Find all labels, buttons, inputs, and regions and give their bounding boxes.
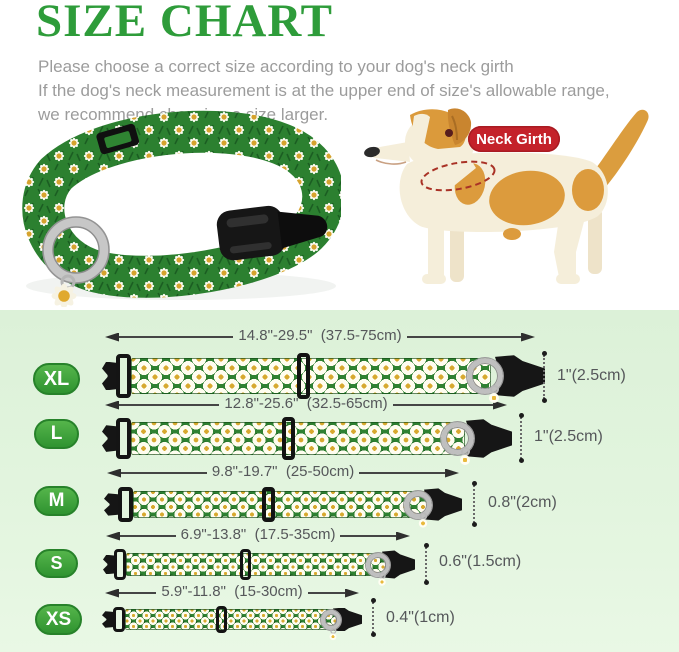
buckle-prongs xyxy=(104,493,118,516)
buckle-frame xyxy=(116,353,131,399)
arrow-left-icon xyxy=(105,332,119,342)
length-label-xs: 5.9"-11.8" (15-30cm) xyxy=(161,583,303,600)
length-label-xl: 14.8"-29.5" (37.5-75cm) xyxy=(238,327,402,344)
d-ring xyxy=(404,490,432,519)
buckle-prongs xyxy=(103,554,114,575)
length-dimension-s: 6.9"-13.8" (17.5-35cm) xyxy=(106,526,411,543)
daisy-charm xyxy=(378,572,386,587)
size-badge-m: M xyxy=(34,486,79,516)
width-dimension-xl xyxy=(542,351,547,403)
neck-girth-badge: Neck Girth xyxy=(468,126,560,152)
buckle-prongs xyxy=(102,611,113,628)
buckle-frame xyxy=(118,487,133,522)
arrow-right-icon xyxy=(521,332,536,342)
arrow-right-icon xyxy=(345,588,360,598)
collar-graphic-m xyxy=(104,486,462,528)
arrow-left-icon xyxy=(107,468,121,478)
arrow-left-icon xyxy=(105,400,119,410)
collar-strap xyxy=(125,609,345,630)
arrow-right-icon xyxy=(493,400,508,410)
charm-ring-icon xyxy=(419,512,427,521)
collar-strap xyxy=(131,358,491,394)
width-label-xl: 1"(2.5cm) xyxy=(557,367,626,384)
daisy-charm xyxy=(418,512,428,528)
buckle-frame xyxy=(114,549,126,580)
arrow-left-icon xyxy=(105,588,119,598)
buckle-frame xyxy=(116,417,131,460)
photo-d-ring xyxy=(43,217,109,283)
charm-ring-icon xyxy=(329,627,337,634)
tri-glide-slider xyxy=(261,486,275,523)
buckle-prongs xyxy=(102,425,116,452)
daisy-icon xyxy=(329,632,337,640)
photo-slider xyxy=(96,123,140,155)
length-label-s: 6.9"-13.8" (17.5-35cm) xyxy=(180,526,336,543)
page-title: SIZE CHART xyxy=(36,0,333,47)
daisy-icon xyxy=(489,392,499,403)
collar-product-photo xyxy=(22,110,341,307)
collar-graphic-xl xyxy=(102,352,545,403)
daisy-icon xyxy=(418,519,428,528)
d-ring xyxy=(441,422,474,455)
daisy-charm xyxy=(460,446,470,465)
width-dimension-l xyxy=(519,413,524,463)
instruction-line-1: Please choose a correct size according t… xyxy=(38,57,514,76)
tri-glide-slider xyxy=(216,606,228,633)
collar-strap xyxy=(131,422,465,455)
arrow-right-icon xyxy=(396,531,411,541)
photo-buckle xyxy=(216,205,328,261)
size-badge-xl: XL xyxy=(33,363,80,395)
width-dimension-s xyxy=(424,543,429,585)
d-ring xyxy=(467,358,503,394)
collar-strap xyxy=(126,552,390,577)
d-ring xyxy=(321,609,341,630)
collar-graphic-l xyxy=(102,417,512,465)
daisy-charm xyxy=(329,627,337,640)
width-dimension-m xyxy=(472,481,477,527)
photo-daisy-charm xyxy=(51,283,77,307)
instruction-line-2: If the dog's neck measurement is at the … xyxy=(38,81,610,100)
arrow-right-icon xyxy=(445,468,460,478)
length-label-m: 9.8"-19.7" (25-50cm) xyxy=(211,463,355,480)
length-label-l: 12.8"-25.6" (32.5-65cm) xyxy=(224,395,388,412)
width-label-m: 0.8"(2cm) xyxy=(488,494,557,511)
d-ring xyxy=(366,552,390,577)
collar-strap xyxy=(133,490,428,519)
size-badge-l: L xyxy=(34,419,79,449)
length-dimension-l: 12.8"-25.6" (32.5-65cm) xyxy=(105,395,508,412)
buckle-frame xyxy=(113,606,125,633)
tri-glide-slider xyxy=(282,417,296,460)
dog-illustration xyxy=(364,108,649,284)
neck-girth-dashed-line xyxy=(420,160,496,192)
daisy-icon xyxy=(460,454,470,465)
size-instructions: Please choose a correct size according t… xyxy=(38,55,638,127)
collar-graphic-xs xyxy=(102,606,362,640)
width-dimension-xs xyxy=(371,598,376,637)
buckle-prongs xyxy=(102,361,116,391)
arrow-left-icon xyxy=(106,531,120,541)
length-dimension-xl: 14.8"-29.5" (37.5-75cm) xyxy=(105,327,536,344)
daisy-charm xyxy=(489,384,499,403)
tri-glide-slider xyxy=(296,352,310,400)
collar-graphic-s xyxy=(103,548,415,587)
width-label-xs: 0.4"(1cm) xyxy=(386,609,455,626)
size-badge-xs: XS xyxy=(35,604,82,635)
buckle-male xyxy=(333,607,362,632)
length-dimension-m: 9.8"-19.7" (25-50cm) xyxy=(107,463,460,480)
width-label-s: 0.6"(1.5cm) xyxy=(439,553,522,570)
tri-glide-slider xyxy=(240,548,252,581)
width-label-l: 1"(2.5cm) xyxy=(534,428,603,445)
daisy-icon xyxy=(378,578,386,587)
length-dimension-xs: 5.9"-11.8" (15-30cm) xyxy=(105,583,360,600)
size-badge-s: S xyxy=(35,549,78,578)
